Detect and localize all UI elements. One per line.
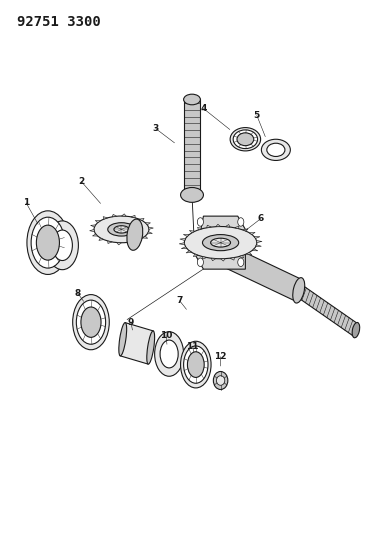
Polygon shape	[230, 257, 235, 260]
Polygon shape	[93, 234, 98, 236]
Polygon shape	[126, 242, 131, 245]
Polygon shape	[225, 224, 230, 227]
Ellipse shape	[127, 219, 143, 251]
Text: 4: 4	[200, 104, 207, 113]
Polygon shape	[121, 214, 126, 216]
Polygon shape	[91, 225, 96, 227]
Ellipse shape	[211, 238, 230, 247]
Circle shape	[197, 258, 204, 266]
Text: 10: 10	[160, 331, 172, 340]
Ellipse shape	[31, 217, 65, 268]
Ellipse shape	[187, 352, 204, 377]
Polygon shape	[212, 239, 301, 301]
Ellipse shape	[237, 133, 254, 146]
Polygon shape	[216, 224, 220, 227]
Polygon shape	[202, 256, 207, 259]
Ellipse shape	[267, 143, 285, 157]
Polygon shape	[196, 216, 245, 269]
Polygon shape	[186, 251, 192, 253]
Ellipse shape	[81, 307, 101, 337]
Ellipse shape	[73, 295, 109, 350]
Polygon shape	[117, 243, 121, 245]
Polygon shape	[296, 284, 358, 336]
Polygon shape	[108, 241, 112, 244]
Polygon shape	[184, 100, 200, 195]
Text: 5: 5	[254, 111, 260, 120]
Ellipse shape	[27, 211, 69, 274]
Ellipse shape	[147, 331, 155, 364]
Ellipse shape	[202, 235, 239, 251]
Polygon shape	[249, 232, 255, 235]
Polygon shape	[235, 226, 239, 229]
Ellipse shape	[184, 346, 208, 383]
Polygon shape	[181, 247, 187, 249]
Ellipse shape	[76, 300, 106, 344]
Ellipse shape	[293, 278, 305, 303]
Polygon shape	[246, 253, 252, 255]
Ellipse shape	[36, 225, 60, 260]
Polygon shape	[131, 215, 135, 218]
Ellipse shape	[94, 216, 149, 243]
Polygon shape	[197, 227, 202, 230]
Circle shape	[238, 258, 244, 266]
Polygon shape	[257, 240, 262, 243]
Ellipse shape	[230, 127, 261, 151]
Text: 6: 6	[258, 214, 264, 223]
Polygon shape	[220, 259, 225, 261]
Polygon shape	[179, 243, 185, 245]
Text: 3: 3	[153, 124, 159, 133]
Ellipse shape	[108, 223, 135, 236]
Polygon shape	[147, 232, 152, 234]
Polygon shape	[252, 249, 258, 251]
Ellipse shape	[52, 230, 73, 261]
Polygon shape	[193, 254, 199, 256]
Ellipse shape	[180, 341, 211, 388]
Polygon shape	[142, 236, 148, 238]
Ellipse shape	[46, 221, 78, 270]
Polygon shape	[256, 245, 262, 247]
Text: 7: 7	[177, 296, 183, 305]
Text: 12: 12	[214, 352, 227, 361]
Polygon shape	[120, 322, 153, 364]
Ellipse shape	[155, 332, 184, 376]
Polygon shape	[103, 216, 108, 219]
Polygon shape	[112, 214, 117, 217]
Ellipse shape	[119, 322, 127, 356]
Polygon shape	[95, 221, 101, 223]
Polygon shape	[254, 237, 260, 238]
Text: 9: 9	[128, 318, 134, 327]
Polygon shape	[99, 238, 104, 240]
Ellipse shape	[352, 322, 360, 338]
Ellipse shape	[160, 340, 178, 368]
Ellipse shape	[114, 225, 129, 233]
Text: 11: 11	[187, 342, 199, 351]
Ellipse shape	[184, 227, 257, 259]
Polygon shape	[180, 238, 185, 240]
Circle shape	[238, 217, 244, 226]
Polygon shape	[211, 258, 216, 261]
Ellipse shape	[233, 130, 258, 149]
Ellipse shape	[262, 139, 290, 160]
Ellipse shape	[217, 376, 225, 385]
Polygon shape	[243, 229, 248, 231]
Polygon shape	[139, 219, 144, 221]
Polygon shape	[183, 235, 189, 237]
Polygon shape	[239, 255, 244, 258]
Circle shape	[197, 217, 204, 226]
Ellipse shape	[214, 372, 228, 390]
Polygon shape	[135, 240, 140, 242]
Text: 92751 3300: 92751 3300	[17, 14, 100, 29]
Polygon shape	[207, 225, 211, 228]
Text: 1: 1	[23, 198, 29, 207]
Ellipse shape	[184, 94, 200, 105]
Text: 2: 2	[78, 177, 84, 186]
Polygon shape	[189, 230, 195, 233]
Ellipse shape	[180, 188, 204, 203]
Polygon shape	[145, 223, 151, 225]
Polygon shape	[149, 227, 153, 229]
Text: 8: 8	[74, 288, 81, 297]
Polygon shape	[89, 229, 94, 232]
